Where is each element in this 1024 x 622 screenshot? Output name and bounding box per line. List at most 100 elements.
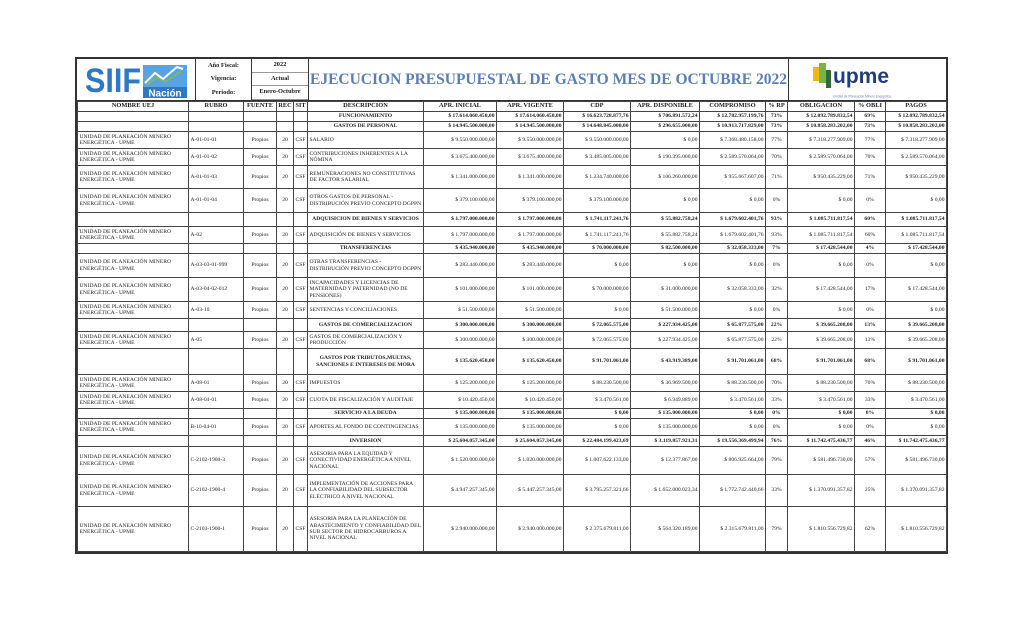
cell-compromiso: $ 0,00 [699, 418, 766, 436]
cell-pagos: $ 950.435.229,00 [885, 165, 947, 189]
cell-fuente: Propios [243, 391, 277, 409]
cell-obligacion: $ 1.370.091.357,82 [787, 474, 855, 507]
cell-rec: 20 [276, 418, 294, 436]
svg-text:upme: upme [833, 65, 889, 88]
cell-rec: 20 [276, 301, 294, 319]
cell-rp: 33% [765, 474, 788, 507]
cell-rp: 70% [765, 374, 788, 392]
cell-obligacion: $ 39.665.208,00 [787, 331, 855, 349]
cell-obligacion: $ 10.858.283.202,00 [787, 121, 855, 132]
column-header: FUENTE [243, 101, 277, 112]
cell-apr-vigente: $ 135.000.000,00 [496, 408, 564, 419]
cell-apr-inicial: $ 2.940.000.000,00 [423, 506, 497, 552]
cell-rec: 20 [276, 446, 294, 475]
table-row: UNIDAD DE PLANEACIÓN MINERO ENERGÉTICA -… [77, 131, 947, 149]
cell-fuente: Propios [243, 131, 277, 149]
cell-rubro: C-2102-1900-3 [188, 446, 244, 475]
cell-rec: 20 [276, 277, 294, 302]
cell-rp: 0% [765, 188, 788, 213]
cell-cdp: $ 0,00 [563, 418, 631, 436]
cell-apr-disponible: $ 36.969.500,00 [630, 374, 700, 392]
cell-rubro [188, 121, 244, 132]
cell-cdp: $ 379.100.000,00 [563, 188, 631, 213]
cell-rp: 7% [765, 243, 788, 254]
cell-apr-disponible: $ 43.919.389,00 [630, 348, 700, 375]
cell-rp: 0% [765, 301, 788, 319]
cell-descripcion: GASTOS DE COMERCIALIZACIÓN Y PRODUCCIÓN [307, 331, 424, 349]
cell-rp: 22% [765, 318, 788, 332]
cell-obli: 46% [854, 435, 886, 447]
cell-rubro [188, 111, 244, 122]
cell-obligacion: $ 0,00 [787, 188, 855, 213]
cell-cdp: $ 70.000.000,00 [563, 277, 631, 302]
cell-apr-disponible: $ 12.377.867,00 [630, 446, 700, 475]
cell-rec [276, 408, 294, 419]
subtotal-row: GASTOS DE COMERCIALIZACION $ 300.000.000,… [77, 318, 947, 332]
cell-rp: 93% [765, 212, 788, 227]
cell-sit: CSF [293, 418, 308, 436]
cell-apr-vigente: $ 135.620.450,00 [496, 348, 564, 375]
column-header: NOMBRE UEJ [77, 101, 189, 112]
cell-descripcion: FUNCIONAMIENTO [307, 111, 424, 122]
table-row: UNIDAD DE PLANEACIÓN MINERO ENERGÉTICA -… [77, 374, 947, 392]
table-row: UNIDAD DE PLANEACIÓN MINERO ENERGÉTICA -… [77, 148, 947, 166]
cell-rec: 20 [276, 226, 294, 244]
cell-rubro: A-03-03-01-999 [188, 253, 244, 278]
table-row: UNIDAD DE PLANEACIÓN MINERO ENERGÉTICA -… [77, 301, 947, 319]
cell-cdp: $ 70.000.000,00 [563, 243, 631, 254]
meta-row: Año Fiscal: 2022 [196, 59, 308, 73]
cell-rp: 73% [765, 121, 788, 132]
cell-pagos: $ 3.470.561,00 [885, 391, 947, 409]
cell-cdp: $ 88.230.500,00 [563, 374, 631, 392]
cell-apr-inicial: $ 4.947.257.345,00 [423, 474, 497, 507]
cell-sit [293, 435, 308, 447]
cell-apr-inicial: $ 25.604.057.345,00 [423, 435, 497, 447]
cell-cdp: $ 1.234.740.000,00 [563, 165, 631, 189]
cell-rp: 32% [765, 277, 788, 302]
table-row: UNIDAD DE PLANEACIÓN MINERO ENERGÉTICA -… [77, 226, 947, 244]
cell-descripcion: ADQUISICIÓN DE BIENES Y SERVICIOS [307, 226, 424, 244]
svg-text:SIIF: SIIF [85, 62, 141, 100]
cell-rec: 20 [276, 253, 294, 278]
cell-apr-inicial: $ 1.520.000.000,00 [423, 446, 497, 475]
cell-nombre-uej [77, 435, 189, 447]
table-header-row: NOMBRE UEJ RUBRO FUENTE REC SIT DESCRIPCION AP… [77, 101, 947, 112]
cell-compromiso: $ 955.667.607,00 [699, 165, 766, 189]
cell-fuente: Propios [243, 165, 277, 189]
cell-apr-vigente: $ 283.440.000,00 [496, 253, 564, 278]
cell-sit: CSF [293, 131, 308, 149]
cell-apr-vigente: $ 9.550.000.000,00 [496, 131, 564, 149]
cell-rubro: A-01-01-03 [188, 165, 244, 189]
cell-compromiso: $ 19.556.369.499,94 [699, 435, 766, 447]
cell-fuente: Propios [243, 277, 277, 302]
cell-fuente: Propios [243, 188, 277, 213]
cell-sit: CSF [293, 446, 308, 475]
upme-logo: upme Unidad de Planeación Minero Energét… [789, 59, 946, 100]
cell-compromiso: $ 0,00 [699, 253, 766, 278]
cell-rubro: C-2102-1900-4 [188, 474, 244, 507]
cell-pagos: $ 39.665.208,00 [885, 331, 947, 349]
cell-descripcion: SALARIO [307, 131, 424, 149]
cell-obligacion: $ 12.092.789.832,54 [787, 111, 855, 122]
cell-sit: CSF [293, 506, 308, 552]
cell-rec [276, 121, 294, 132]
cell-compromiso: $ 806.925.664,00 [699, 446, 766, 475]
cell-rubro: A-08-04-01 [188, 391, 244, 409]
cell-rubro: A-01-01-01 [188, 131, 244, 149]
cell-fuente: Propios [243, 331, 277, 349]
cell-fuente: Propios [243, 506, 277, 552]
cell-apr-inicial: $ 1.797.000.000,00 [423, 212, 497, 227]
table-row: UNIDAD DE PLANEACIÓN MINERO ENERGÉTICA -… [77, 418, 947, 436]
column-header: SIT [293, 101, 308, 112]
cell-sit [293, 212, 308, 227]
cell-fuente: Propios [243, 226, 277, 244]
cell-apr-disponible: $ 55.882.758,24 [630, 226, 700, 244]
cell-nombre-uej [77, 348, 189, 375]
cell-rp: 71% [765, 165, 788, 189]
cell-nombre-uej: UNIDAD DE PLANEACIÓN MINERO ENERGÉTICA -… [77, 418, 189, 436]
table-row: UNIDAD DE PLANEACIÓN MINERO ENERGÉTICA -… [77, 277, 947, 302]
cell-nombre-uej: UNIDAD DE PLANEACIÓN MINERO ENERGÉTICA -… [77, 474, 189, 507]
cell-cdp: $ 72.065.575,00 [563, 318, 631, 332]
cell-pagos: $ 0,00 [885, 301, 947, 319]
cell-nombre-uej: UNIDAD DE PLANEACIÓN MINERO ENERGÉTICA -… [77, 188, 189, 213]
